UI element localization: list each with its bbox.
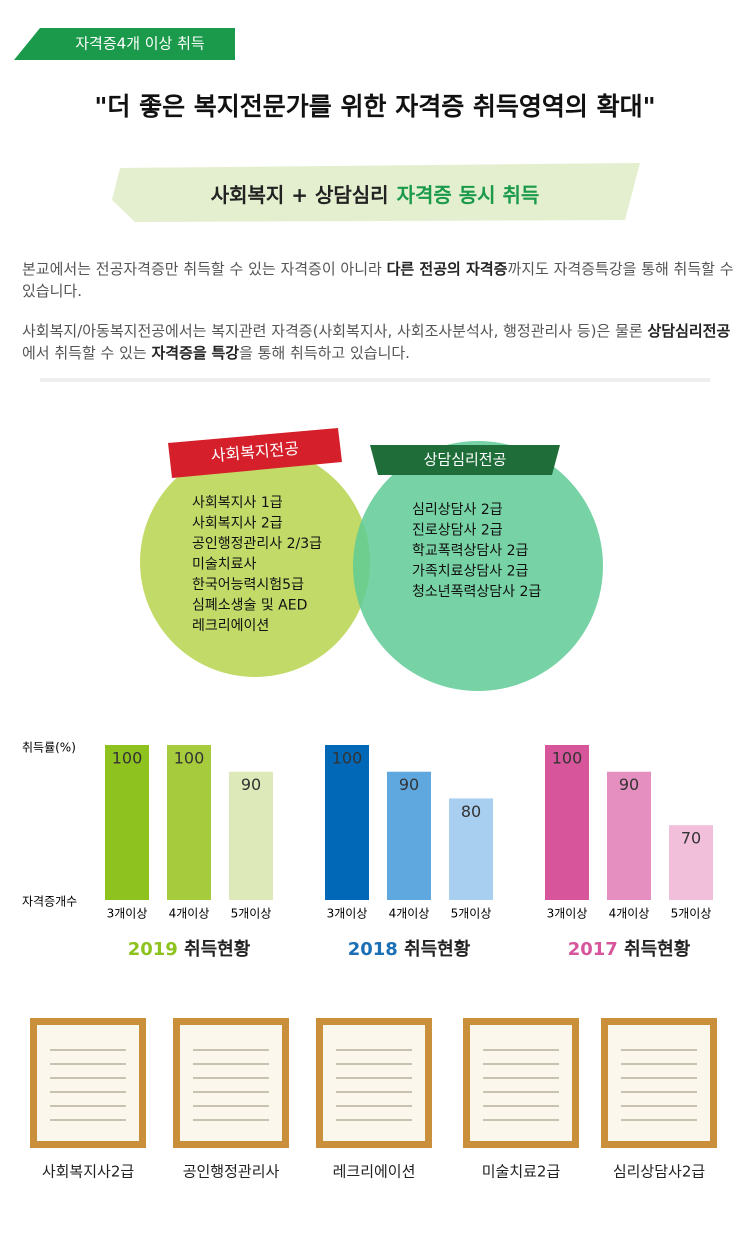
x-tick-label: 5개이상 (231, 907, 272, 921)
tag: 자격증4개 이상 취득 (75, 35, 205, 53)
x-tick-label: 4개이상 (609, 907, 650, 921)
cert-caption: 미술치료2급 (482, 1163, 561, 1181)
venn-item: 심리상담사 2급 (412, 502, 503, 518)
bold-text: 특강 (211, 344, 240, 362)
x-tick-label: 3개이상 (107, 907, 148, 921)
bar (607, 771, 651, 900)
banner: 사회복지 + 상담심리 자격증 동시 취득 (211, 183, 540, 207)
title-year: 2019 (128, 939, 178, 960)
bar (229, 771, 273, 900)
title-year: 2017 (568, 939, 618, 960)
title-rest: 취득현황 (398, 939, 471, 960)
cert-caption: 심리상담사2급 (613, 1163, 706, 1181)
cert-caption: 사회복지사2급 (42, 1163, 135, 1181)
x-tick-label: 5개이상 (671, 907, 712, 921)
venn-item: 한국어능력시험5급 (192, 577, 304, 593)
bar (105, 745, 149, 900)
venn-item: 청소년폭력상담사 2급 (412, 584, 541, 600)
bar (449, 798, 493, 900)
bold-text: 다른 전공의 자격증 (386, 260, 508, 278)
banner-highlight: 자격증 동시 취득 (397, 183, 540, 207)
value-label: 100 (332, 749, 363, 768)
paragraph: 사회복지/아동복지전공에서는 복지관련 자격증(사회복지사, 사회조사분석사, … (22, 320, 737, 364)
value-label: 100 (552, 749, 583, 768)
bar (325, 745, 369, 900)
cert-caption: 레크리에이션 (333, 1163, 416, 1181)
text: 을 통해 취득하고 있습니다. (239, 344, 410, 362)
text: 에서 취득할 수 있는 (22, 344, 152, 362)
x-tick-label: 3개이상 (547, 907, 588, 921)
value-label: 90 (619, 775, 639, 794)
chart-title: 2018 취득현황 (348, 939, 471, 960)
cert-caption: 공인행정관리사 (183, 1163, 280, 1181)
value-label: 70 (681, 829, 701, 848)
paragraph: 본교에서는 전공자격증만 취득할 수 있는 자격증이 아니라 다른 전공의 자격… (22, 258, 737, 302)
cert-paper (323, 1025, 425, 1141)
bar (167, 745, 211, 900)
bar (545, 745, 589, 900)
venn-item: 사회복지사 2급 (192, 516, 283, 532)
x-tick-label: 4개이상 (169, 907, 210, 921)
cert-paper (608, 1025, 710, 1141)
title-rest: 취득현황 (618, 939, 691, 960)
venn-item: 학교폭력상담사 2급 (412, 543, 529, 559)
venn-item: 가족치료상담사 2급 (412, 564, 529, 580)
chart-title: 2019 취득현황 (128, 939, 251, 960)
chart-title: 2017 취득현황 (568, 939, 691, 960)
y-axis-label: 취득률(%) (22, 741, 76, 755)
value-label: 100 (112, 749, 143, 768)
title-rest: 취득현황 (178, 939, 251, 960)
venn-right-label: 상담심리전공 (424, 451, 507, 469)
text: 사회복지/아동복지전공에서는 복지관련 자격증(사회복지사, 사회조사분석사, … (22, 322, 648, 340)
banner-bg (112, 163, 640, 222)
x-tick-label: 3개이상 (327, 907, 368, 921)
title-year: 2018 (348, 939, 398, 960)
venn-item: 미술치료사 (192, 557, 257, 573)
x-tick-label: 5개이상 (451, 907, 492, 921)
venn-item: 레크리에이션 (192, 618, 269, 634)
headline: "더 좋은 복지전문가를 위한 자격증 취득영역의 확대" (94, 92, 655, 121)
venn-item: 공인행정관리사 2/3급 (192, 536, 322, 552)
text: 본교에서는 전공자격증만 취득할 수 있는 자격증이 아니라 (22, 260, 387, 278)
bar (669, 825, 713, 900)
value-label: 80 (461, 802, 481, 821)
right-ribbon (370, 445, 560, 475)
value-label: 100 (174, 749, 205, 768)
venn-item: 사회복지사 1급 (192, 495, 283, 511)
bold-text: 자격증을 (151, 344, 207, 362)
venn-left (140, 447, 370, 677)
venn-right (353, 441, 603, 691)
left-ribbon (168, 428, 342, 478)
value-label: 90 (241, 775, 261, 794)
x-axis-label: 자격증개수 (22, 895, 77, 909)
bold-text: 상담심리전공 (647, 322, 731, 340)
tag-bg (14, 28, 235, 60)
banner-prefix: 사회복지 + 상담심리 (211, 183, 389, 207)
x-tick-label: 4개이상 (389, 907, 430, 921)
cert-paper (37, 1025, 139, 1141)
venn-item: 진로상담사 2급 (412, 523, 503, 539)
value-label: 90 (399, 775, 419, 794)
bar (387, 771, 431, 900)
cert-paper (470, 1025, 572, 1141)
venn-item: 심폐소생술 및 AED (192, 598, 307, 614)
text: 까지도 자격증특강을 통해 취득할 수 있습니다. (22, 260, 734, 300)
cert-paper (180, 1025, 282, 1141)
